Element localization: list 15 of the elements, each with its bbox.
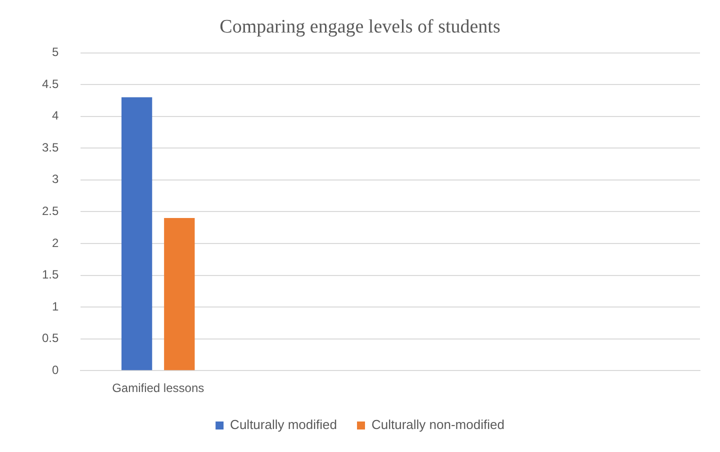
y-tick-label: 5 (52, 45, 59, 60)
x-tick-label: Gamified lessons (112, 381, 204, 396)
y-tick-label: 0 (52, 362, 59, 377)
chart-title: Comparing engage levels of students (220, 16, 500, 38)
y-tick-label: 3 (52, 172, 59, 186)
y-tick-label: 2.5 (42, 204, 59, 218)
legend-label: Culturally modified (230, 417, 337, 432)
y-tick-label: 4.5 (42, 76, 59, 91)
y-tick-label: 4 (52, 108, 59, 123)
y-tick-label: 1 (52, 299, 59, 314)
legend-label: Culturally non-modified (371, 417, 504, 432)
y-tick-label: 2 (52, 236, 59, 250)
y-tick-label: 1.5 (42, 268, 59, 282)
y-tick-label: 3.5 (42, 140, 59, 154)
y-tick-label: 0.5 (42, 331, 59, 346)
